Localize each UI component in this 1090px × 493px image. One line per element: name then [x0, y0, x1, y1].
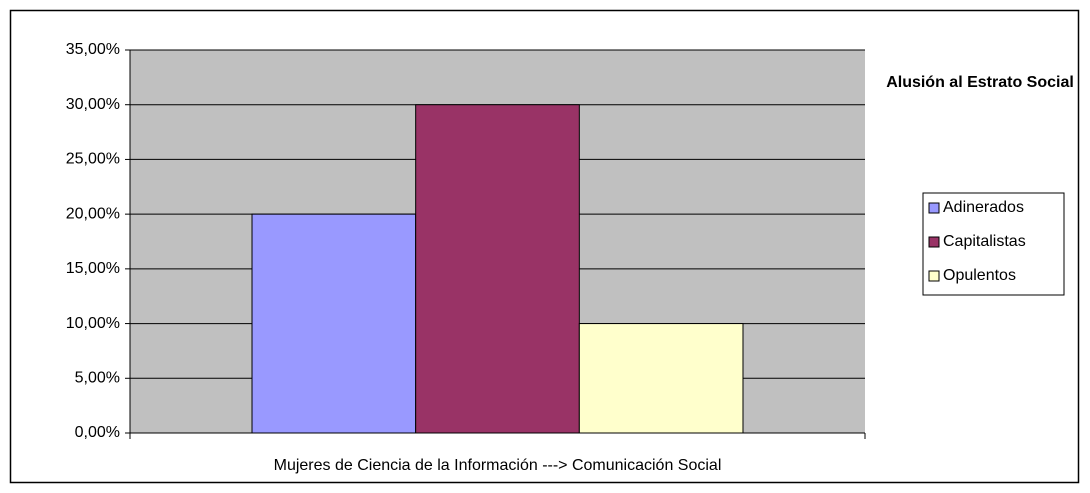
bar [415, 104, 580, 434]
y-tick-label: 15,00% [66, 260, 120, 277]
legend-swatch [928, 270, 940, 282]
legend-box [922, 192, 1065, 296]
y-tick-label: 10,00% [66, 315, 120, 332]
bar [578, 323, 744, 434]
legend-swatch [928, 236, 940, 248]
y-tick-label: 5,00% [75, 370, 120, 387]
y-tick-label: 35,00% [66, 41, 120, 58]
y-tick-label: 20,00% [66, 205, 120, 222]
y-tick-label: 25,00% [66, 151, 120, 168]
y-tick-label: 0,00% [75, 424, 120, 441]
legend-label: Adinerados [943, 199, 1024, 216]
legend-swatch [928, 202, 940, 214]
legend-label: Opulentos [943, 267, 1016, 284]
legend-label: Capitalistas [943, 233, 1026, 250]
y-tick-label: 30,00% [66, 96, 120, 113]
x-tick-label: Mujeres de Ciencia de la Información ---… [274, 457, 722, 474]
legend-title: Alusión al Estrato Social [886, 74, 1074, 91]
bar [251, 213, 417, 434]
